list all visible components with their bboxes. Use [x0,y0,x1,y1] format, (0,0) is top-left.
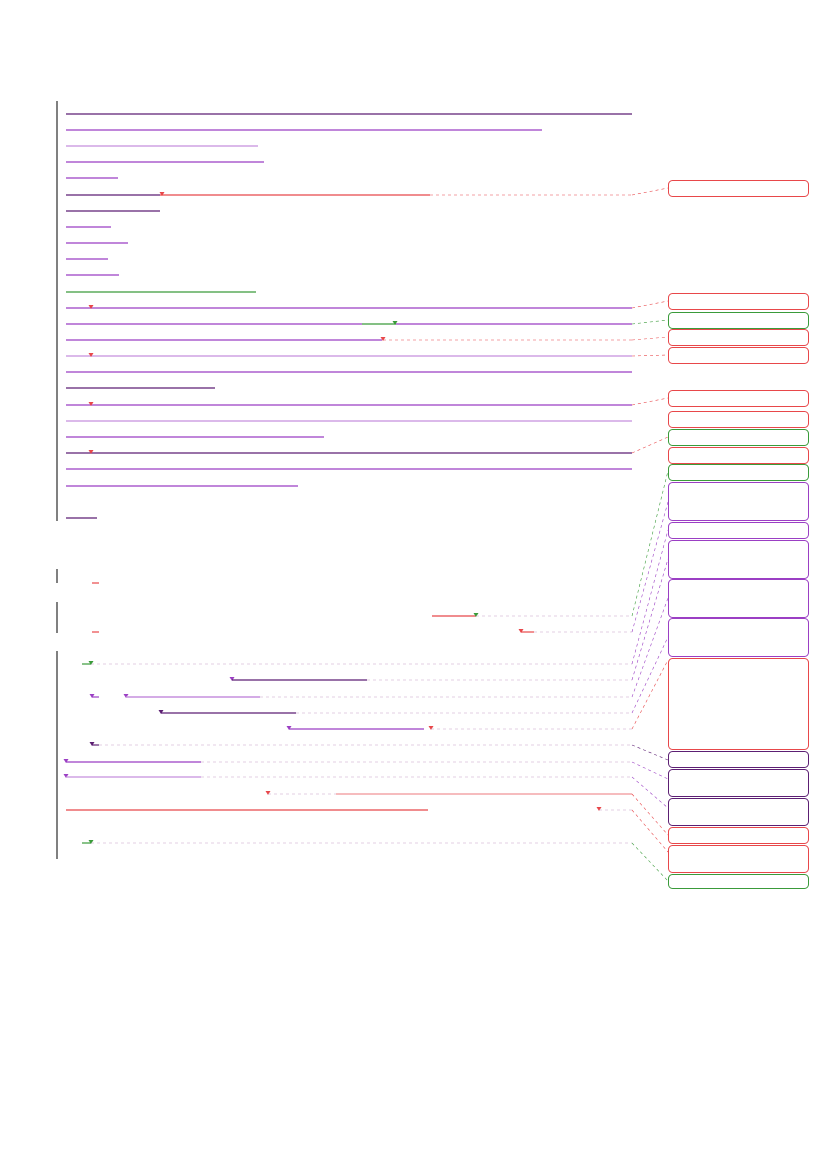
comment-balloon [668,329,809,346]
comment-balloon [668,751,809,768]
comment-balloon [668,874,809,889]
change-marker-icon [392,321,398,325]
change-marker-icon [89,742,95,746]
change-marker-icon [88,840,94,844]
connector-line [631,470,669,617]
change-marker-icon [88,402,94,406]
connector-line [631,336,669,341]
connector-line [631,319,669,325]
change-marker-icon [159,192,165,196]
change-marker-icon [596,807,602,811]
comment-balloon [668,347,809,364]
comment-balloon [668,540,809,579]
connector-line [631,300,669,309]
comment-balloon [668,827,809,844]
change-marker-icon [158,710,164,714]
comment-balloon [668,798,809,826]
comment-balloon [668,411,809,428]
connector-line [631,809,669,853]
connector-line [631,558,669,681]
comment-balloon [668,447,809,464]
change-marker-icon [89,694,95,698]
comment-balloon [668,579,809,618]
connector-line [631,436,669,454]
connector-line [631,659,669,730]
connector-line [631,744,669,761]
connector-line [631,793,669,836]
change-marker-icon [63,774,69,778]
connector-line [631,776,669,809]
comment-balloon [668,464,809,481]
comment-balloon [668,293,809,310]
comment-balloon [668,390,809,407]
connector-line [631,354,669,357]
comment-balloon [668,618,809,657]
connector-line [631,761,669,780]
connector-line [631,636,669,714]
change-marker-icon [428,726,434,730]
change-marker-icon [380,337,386,341]
connector-line [631,529,669,665]
change-marker-icon [473,613,479,617]
change-marker-icon [518,629,524,633]
comment-balloon [668,769,809,797]
change-marker-icon [286,726,292,730]
comment-balloon [668,312,809,329]
connector-line [631,842,669,882]
comment-balloon [668,522,809,539]
comment-balloon [668,482,809,521]
change-marker-icon [123,694,129,698]
change-marker-icon [88,450,94,454]
comment-balloon [668,429,809,446]
connector-line [631,187,669,196]
change-marker-icon [88,305,94,309]
change-marker-icon [229,677,235,681]
connector-line [631,501,669,633]
change-marker-icon [63,759,69,763]
change-marker-icon [88,353,94,357]
change-marker-icon [88,661,94,665]
change-marker-icon [265,791,271,795]
connector-line [631,397,669,406]
comment-balloon [668,658,809,750]
comment-balloon [668,845,809,873]
comment-balloon [668,180,809,197]
